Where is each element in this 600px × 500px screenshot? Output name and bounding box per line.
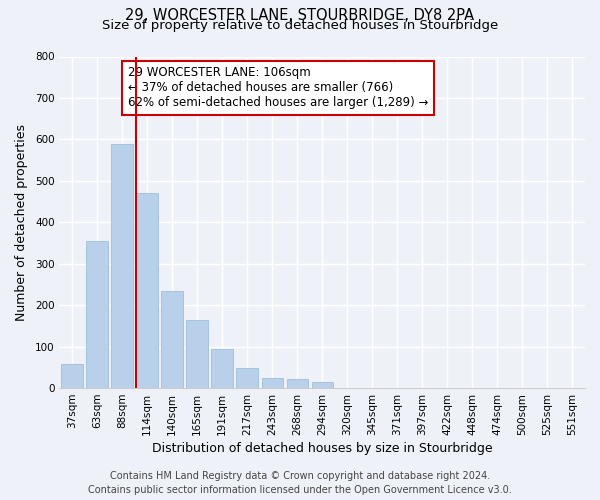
X-axis label: Distribution of detached houses by size in Stourbridge: Distribution of detached houses by size … — [152, 442, 493, 455]
Text: 29, WORCESTER LANE, STOURBRIDGE, DY8 2PA: 29, WORCESTER LANE, STOURBRIDGE, DY8 2PA — [125, 8, 475, 22]
Text: 29 WORCESTER LANE: 106sqm
← 37% of detached houses are smaller (766)
62% of semi: 29 WORCESTER LANE: 106sqm ← 37% of detac… — [128, 66, 428, 110]
Bar — [112, 144, 133, 388]
Bar — [161, 290, 182, 388]
Text: Size of property relative to detached houses in Stourbridge: Size of property relative to detached ho… — [102, 18, 498, 32]
Bar — [136, 194, 158, 388]
Bar — [236, 368, 258, 388]
Bar — [86, 241, 107, 388]
Bar — [262, 378, 283, 388]
Bar — [211, 348, 233, 388]
Bar — [311, 382, 333, 388]
Bar — [187, 320, 208, 388]
Text: Contains HM Land Registry data © Crown copyright and database right 2024.
Contai: Contains HM Land Registry data © Crown c… — [88, 471, 512, 495]
Bar — [287, 379, 308, 388]
Y-axis label: Number of detached properties: Number of detached properties — [15, 124, 28, 321]
Bar — [61, 364, 83, 388]
